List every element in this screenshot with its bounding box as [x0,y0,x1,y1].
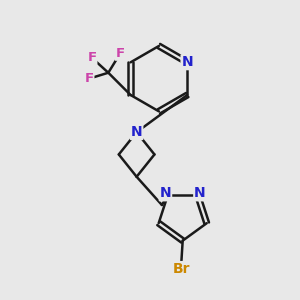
Text: F: F [87,51,97,64]
Text: Br: Br [172,262,190,276]
Text: N: N [194,187,206,200]
Text: F: F [84,72,94,85]
Text: F: F [116,47,125,60]
Text: N: N [182,55,193,69]
Text: N: N [160,187,171,200]
Text: N: N [131,125,142,139]
